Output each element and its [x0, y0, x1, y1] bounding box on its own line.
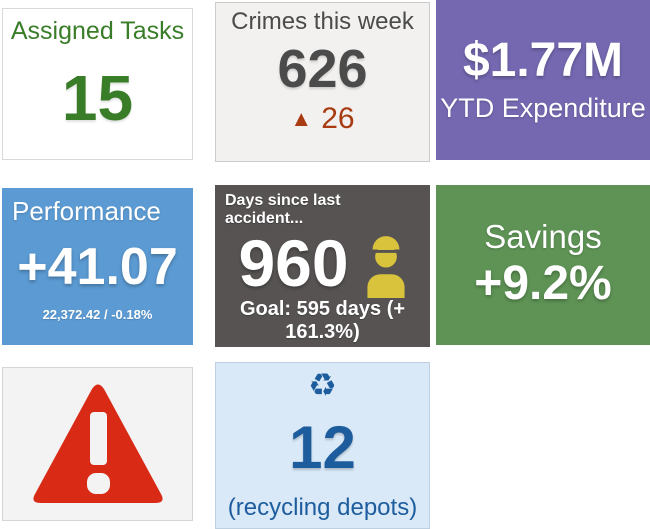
worker-icon	[366, 236, 405, 298]
crimes-delta: ▲ 26	[290, 104, 354, 134]
performance-title: Performance	[12, 196, 161, 226]
recycling-label: (recycling depots)	[227, 494, 418, 521]
crimes-tile: Crimes this week 626 ▲ 26	[215, 2, 430, 162]
crimes-value: 626	[277, 39, 368, 99]
accident-tile: Days since last accident... 960 Goal: 59…	[215, 185, 430, 347]
savings-tile: Savings +9.2%	[436, 185, 650, 345]
accident-title: Days since last accident...	[225, 192, 341, 227]
accident-value-row: 960	[225, 228, 420, 298]
recycling-tile: ♻ 12 (recycling depots)	[215, 362, 430, 529]
accident-goal: Goal: 595 days (+ 161.3%)	[239, 298, 406, 343]
up-arrow-icon: ▲	[290, 106, 313, 131]
accident-value: 960	[238, 226, 349, 300]
assigned-tasks-value: 15	[61, 61, 134, 134]
warning-tile	[2, 367, 193, 521]
warning-icon	[32, 384, 163, 503]
expenditure-tile: $1.77M YTD Expenditure	[436, 0, 650, 160]
recycling-value: 12	[289, 413, 356, 481]
assigned-tasks-title: Assigned Tasks	[10, 17, 185, 45]
expenditure-value: $1.77M	[462, 34, 624, 88]
expenditure-label: YTD Expenditure	[440, 92, 646, 123]
assigned-tasks-tile: Assigned Tasks 15	[2, 8, 193, 160]
recycle-icon: ♻	[308, 366, 337, 404]
savings-value: +9.2%	[474, 257, 612, 311]
crimes-delta-value: 26	[321, 102, 355, 135]
performance-detail: 22,372.42 / -0.18%	[42, 307, 153, 322]
savings-title: Savings	[484, 218, 602, 256]
crimes-title: Crimes this week	[231, 8, 414, 35]
performance-value: +41.07	[17, 238, 178, 296]
performance-tile: Performance +41.07 22,372.42 / -0.18%	[2, 188, 193, 345]
